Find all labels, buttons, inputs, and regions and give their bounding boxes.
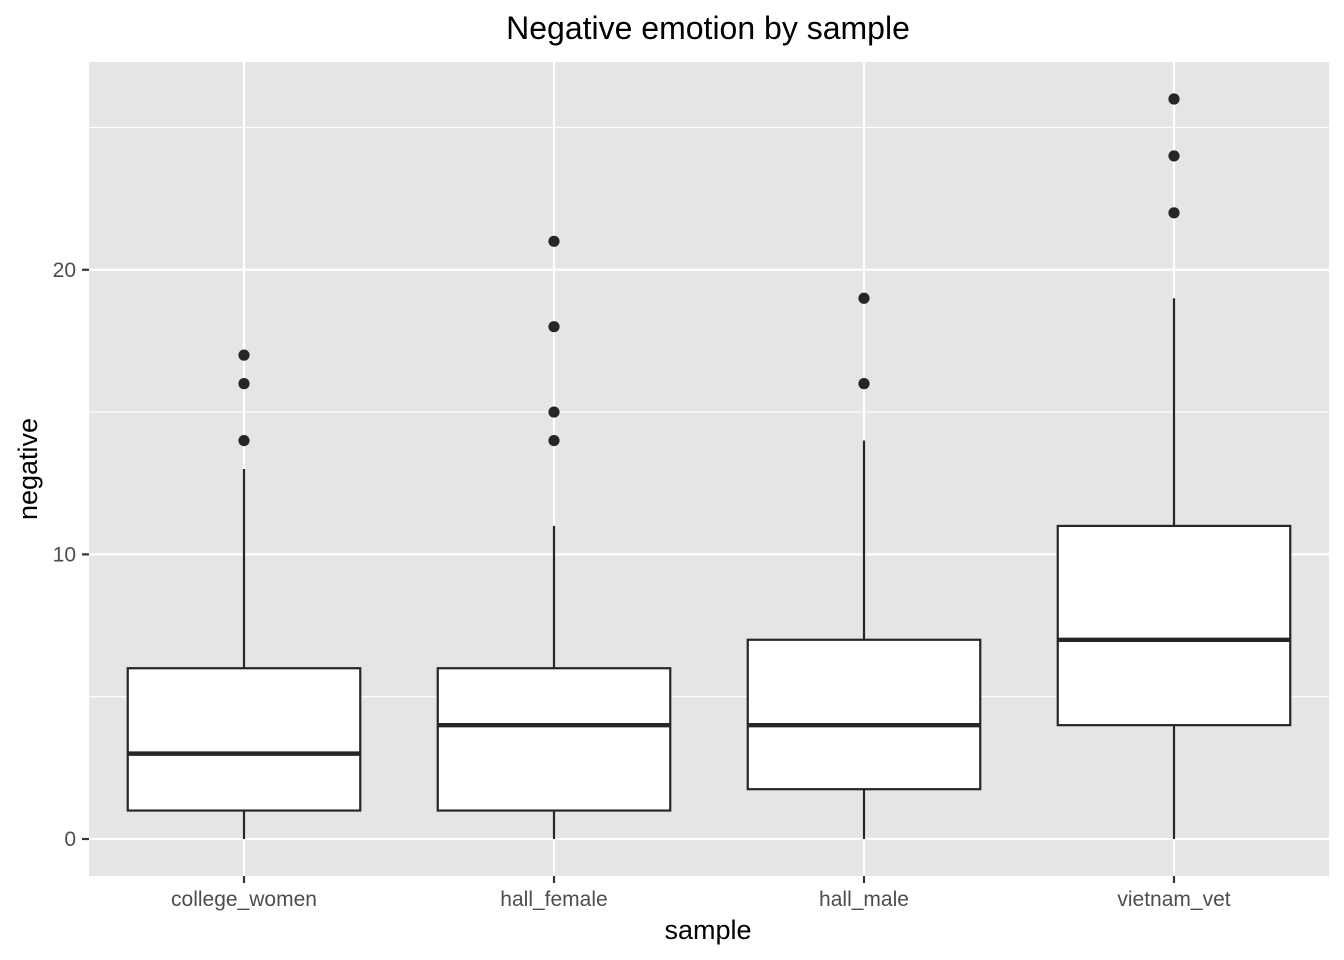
outlier-point (1168, 207, 1180, 219)
box-vietnam_vet (1056, 93, 1292, 839)
y-tick-label: 10 (53, 543, 76, 566)
outlier-point (858, 378, 870, 390)
outlier-point (238, 378, 250, 390)
box-hall_male (746, 292, 982, 839)
iqr-box (746, 638, 982, 791)
y-axis: 0 10 20 (53, 259, 89, 851)
outlier-point (858, 292, 870, 304)
x-axis: college_women hall_female hall_male vietnam… (171, 876, 1231, 911)
outlier-point (238, 434, 250, 447)
chart-title: Negative emotion by sample (506, 10, 910, 46)
y-axis-title: negative (13, 418, 43, 520)
outlier-point (548, 321, 560, 333)
y-tick-label: 0 (64, 828, 76, 851)
outlier-point (548, 406, 560, 418)
box-college_women (126, 349, 362, 839)
x-tick-label: hall_female (500, 888, 607, 911)
x-axis-title: sample (664, 915, 751, 945)
x-tick-label: vietnam_vet (1117, 888, 1230, 911)
iqr-box (436, 667, 672, 812)
iqr-box (126, 667, 362, 812)
outlier-point (238, 349, 250, 361)
outlier-point (548, 434, 560, 447)
box-hall_female (436, 235, 672, 839)
iqr-box (1056, 524, 1292, 727)
x-tick-label: hall_male (819, 888, 909, 911)
x-tick-label: college_women (171, 888, 317, 911)
outlier-point (548, 235, 560, 247)
outlier-point (1168, 93, 1180, 105)
y-tick-label: 20 (53, 259, 76, 282)
outlier-point (1168, 150, 1180, 162)
boxes (126, 93, 1292, 839)
